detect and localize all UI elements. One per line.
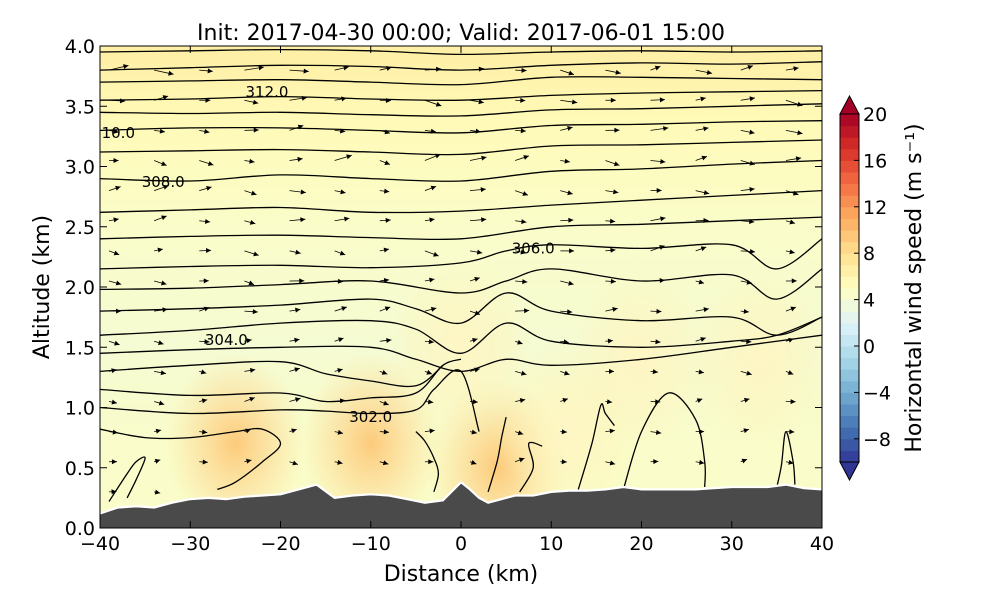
x-tick-label-8: 40 [810,533,834,555]
colorbar-segment-16 [840,265,859,277]
y-tick-label-8: 4.0 [65,36,95,58]
colorbar-tick-label-7: −8 [863,429,891,451]
colorbar-label: Horizontal wind speed (m s⁻¹) [902,123,927,452]
colorbar-segment-4 [840,404,859,416]
colorbar-segment-2 [840,427,859,439]
x-tick-label-4: 0 [455,533,467,555]
plot-area: 312.0 310.0 308.0 306.0 304.0 302.0 [92,46,829,558]
colorbar-tick-label-0: 20 [863,104,887,126]
colorbar-segment-29 [840,114,859,126]
y-tick-label-4: 2.0 [65,277,95,299]
colorbar-segment-26 [840,149,859,161]
isentrope-label-4: 304.0 [205,331,248,349]
colorbar-segment-11 [840,323,859,335]
isentrope-label-1: 310.0 [92,124,135,142]
colorbar-segment-19 [840,230,859,242]
colorbar-segment-5 [840,392,859,404]
colorbar-segment-13 [840,300,859,312]
isentrope-label-5: 302.0 [349,408,392,426]
colorbar-segment-28 [840,126,859,138]
colorbar-tick-label-6: −4 [863,382,891,404]
colorbar-segment-20 [840,218,859,230]
x-tick-label-5: 10 [539,533,563,555]
colorbar-segment-17 [840,253,859,265]
colorbar-segment-0 [840,450,859,462]
colorbar-segment-27 [840,137,859,149]
x-tick-label-3: −10 [351,533,391,555]
y-tick-label-6: 3.0 [65,157,95,179]
wind-patch-6 [689,269,829,449]
isentrope-label-2: 308.0 [142,173,185,191]
colorbar-tick-label-1: 16 [863,150,887,172]
x-tick-label-7: 30 [720,533,744,555]
colorbar-extend-max [840,96,859,114]
y-axis-label: Altitude (km) [30,215,55,359]
isentrope-label-0: 312.0 [245,83,288,101]
colorbar-segment-23 [840,184,859,196]
isentrope-label-3: 306.0 [512,239,555,257]
colorbar-segment-12 [840,311,859,323]
colorbar-segment-14 [840,288,859,300]
x-tick-label-2: −20 [260,533,300,555]
x-axis-label: Distance (km) [384,562,539,587]
colorbar-tick-label-4: 4 [863,290,875,312]
colorbar-segment-21 [840,207,859,219]
colorbar-segment-1 [840,439,859,451]
colorbar-extend-min [840,462,859,480]
colorbar-tick-label-5: 0 [863,336,875,358]
chart-title: Init: 2017-04-30 00:00; Valid: 2017-06-0… [197,21,725,46]
y-tick-label-3: 1.5 [65,337,95,359]
y-tick-label-1: 0.5 [65,458,95,480]
colorbar-segment-24 [840,172,859,184]
y-tick-label-2: 1.0 [65,398,95,420]
colorbar-segment-6 [840,381,859,393]
colorbar-segment-10 [840,334,859,346]
colorbar-segment-3 [840,416,859,428]
colorbar: 20 16 12 8 4 0 −4 −8 [840,96,891,480]
y-tick-label-7: 3.5 [65,96,95,118]
colorbar-tick-label-2: 12 [863,197,887,219]
x-tick-label-1: −30 [170,533,210,555]
colorbar-segment-25 [840,160,859,172]
colorbar-segment-7 [840,369,859,381]
colorbar-segment-22 [840,195,859,207]
colorbar-segment-9 [840,346,859,358]
colorbar-segment-18 [840,242,859,254]
y-tick-label-0: 0.0 [65,518,95,540]
y-tick-label-5: 2.5 [65,217,95,239]
colorbar-tick-label-3: 8 [863,243,875,265]
colorbar-segment-15 [840,276,859,288]
x-tick-label-6: 20 [629,533,653,555]
colorbar-segment-8 [840,358,859,370]
